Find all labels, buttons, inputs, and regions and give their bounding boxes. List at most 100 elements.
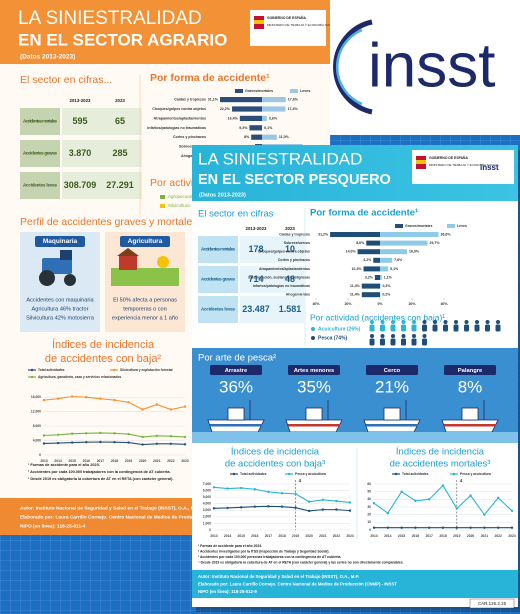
- legend-label: Agricultura, ganadería, caza y servicios…: [38, 375, 121, 379]
- label-cell: [20, 172, 60, 199]
- row-value: 285: [112, 148, 127, 158]
- label-cell: [198, 266, 238, 293]
- x-tick-label: 20%: [408, 302, 416, 306]
- section-title: Por forma de accidente¹: [150, 72, 270, 84]
- category-label: Infartos/patologías no traumáticas: [147, 126, 206, 130]
- y-tick-label: 12,000: [31, 410, 41, 414]
- section-title: Por arte de pesca²: [198, 353, 276, 364]
- legend-swatch: [447, 224, 455, 228]
- chart-title: de accidentes mortales³: [390, 459, 491, 470]
- insst-logo: insst: [330, 0, 520, 135]
- boat-cabin: [305, 407, 323, 421]
- value-cell: [62, 172, 142, 199]
- period: (Datos 2013-2023): [199, 192, 246, 198]
- footnote: ² Accidentes investigados por la ITSS (I…: [198, 549, 329, 553]
- person-icon: [464, 324, 469, 332]
- value-label: 31,2%: [318, 232, 329, 236]
- row-value: 3.870: [69, 148, 92, 158]
- person-icon: [370, 334, 374, 338]
- x-tick-label: 2020: [139, 459, 147, 463]
- illustration: [117, 248, 139, 256]
- logo-ministry: MINISTERIO DE TRABAJO Y ECONOMÍA SOCIAL: [267, 23, 336, 27]
- point: [510, 509, 514, 513]
- credit-line: NIPO (en línea): 118-25-012-9: [198, 589, 257, 594]
- y-tick-label: 16,000: [31, 395, 41, 399]
- legend-label: Pesca y acuicultura: [295, 472, 326, 476]
- point: [400, 490, 403, 493]
- gear-tag: [444, 365, 496, 375]
- point: [483, 513, 486, 516]
- person-icon: [422, 320, 427, 324]
- column-header: 2013-2023: [70, 98, 92, 103]
- row-value: 595: [72, 116, 87, 126]
- person-icon: [370, 320, 374, 324]
- row-value: 10: [285, 244, 295, 254]
- value-label: 9,3%: [239, 126, 248, 130]
- bar: [380, 249, 408, 255]
- credit-line: Autor: Instituto Nacional de Seguridad y…: [20, 505, 200, 511]
- legend-label: Pesca y acuicultura: [460, 472, 491, 476]
- footnote: ² Accidentes por cada 100.000 trabajador…: [28, 470, 171, 474]
- bar: [361, 292, 380, 298]
- point: [127, 441, 130, 444]
- value-cell: [240, 296, 304, 323]
- person-icon: [475, 320, 479, 324]
- person-icon: [390, 324, 396, 332]
- water: [192, 432, 518, 443]
- category-label: Caídas y tropiezos: [174, 98, 206, 102]
- point: [321, 498, 324, 501]
- gear-tag: [288, 365, 340, 375]
- illustration: [39, 270, 55, 286]
- legend-label: Leves: [300, 89, 310, 93]
- person-icon: [380, 324, 385, 332]
- bar: [380, 232, 439, 237]
- x-tick-label: 2022: [495, 534, 503, 538]
- value-label: 3,2%: [365, 275, 374, 279]
- bar: [262, 134, 277, 140]
- y-tick-label: 0: [39, 453, 41, 457]
- point: [455, 507, 458, 510]
- point: [169, 442, 173, 446]
- x-tick-label: 2015: [69, 459, 77, 463]
- value-label: 11,4%: [350, 284, 361, 288]
- point: [113, 432, 116, 435]
- gear-share: 21%: [375, 377, 409, 396]
- logo-gov: GOBIERNO DE ESPAÑA: [429, 155, 468, 160]
- legend-dot: [30, 368, 34, 372]
- point: [267, 490, 270, 494]
- logo-box: [412, 150, 514, 184]
- illustration: [60, 250, 72, 260]
- point: [386, 526, 389, 529]
- card-text: temporeras o con: [123, 306, 167, 312]
- title-line2: EN EL SECTOR AGRARIO: [18, 30, 227, 49]
- y-tick-label: 6,000: [203, 488, 211, 492]
- person-icon: [443, 320, 448, 324]
- y-tick-label: 3,000: [203, 508, 211, 512]
- x-tick-label: 2023: [346, 534, 354, 538]
- label-cell: [198, 296, 238, 323]
- section-title: Perfil de accidentes graves y mortales: [20, 216, 197, 228]
- point: [56, 397, 60, 400]
- x-tick-label: 2020: [306, 534, 314, 538]
- value-label: 29,7%: [430, 241, 441, 245]
- x-tick-label: 2014: [54, 459, 62, 463]
- person-icon: [496, 320, 500, 324]
- category-label: Sobreesfuerzos: [284, 241, 310, 245]
- row-value: 1.581: [279, 304, 302, 314]
- value-cell: [240, 266, 304, 293]
- value-label: 4,2%: [363, 258, 372, 262]
- logo-shield-band: [254, 20, 264, 24]
- point: [455, 526, 458, 529]
- bar: [380, 275, 382, 280]
- logo-shield-band: [416, 160, 426, 164]
- x-tick-label: 2018: [111, 459, 119, 463]
- column-header: 2013-2023: [246, 226, 268, 231]
- x-tick-label: 2013: [210, 534, 218, 538]
- card-tag: [35, 236, 85, 247]
- person-icon: [433, 320, 437, 324]
- illustration: [157, 256, 169, 268]
- bar: [373, 257, 380, 263]
- x-tick-label: 2015: [238, 534, 246, 538]
- x-tick-label: 2017: [97, 459, 105, 463]
